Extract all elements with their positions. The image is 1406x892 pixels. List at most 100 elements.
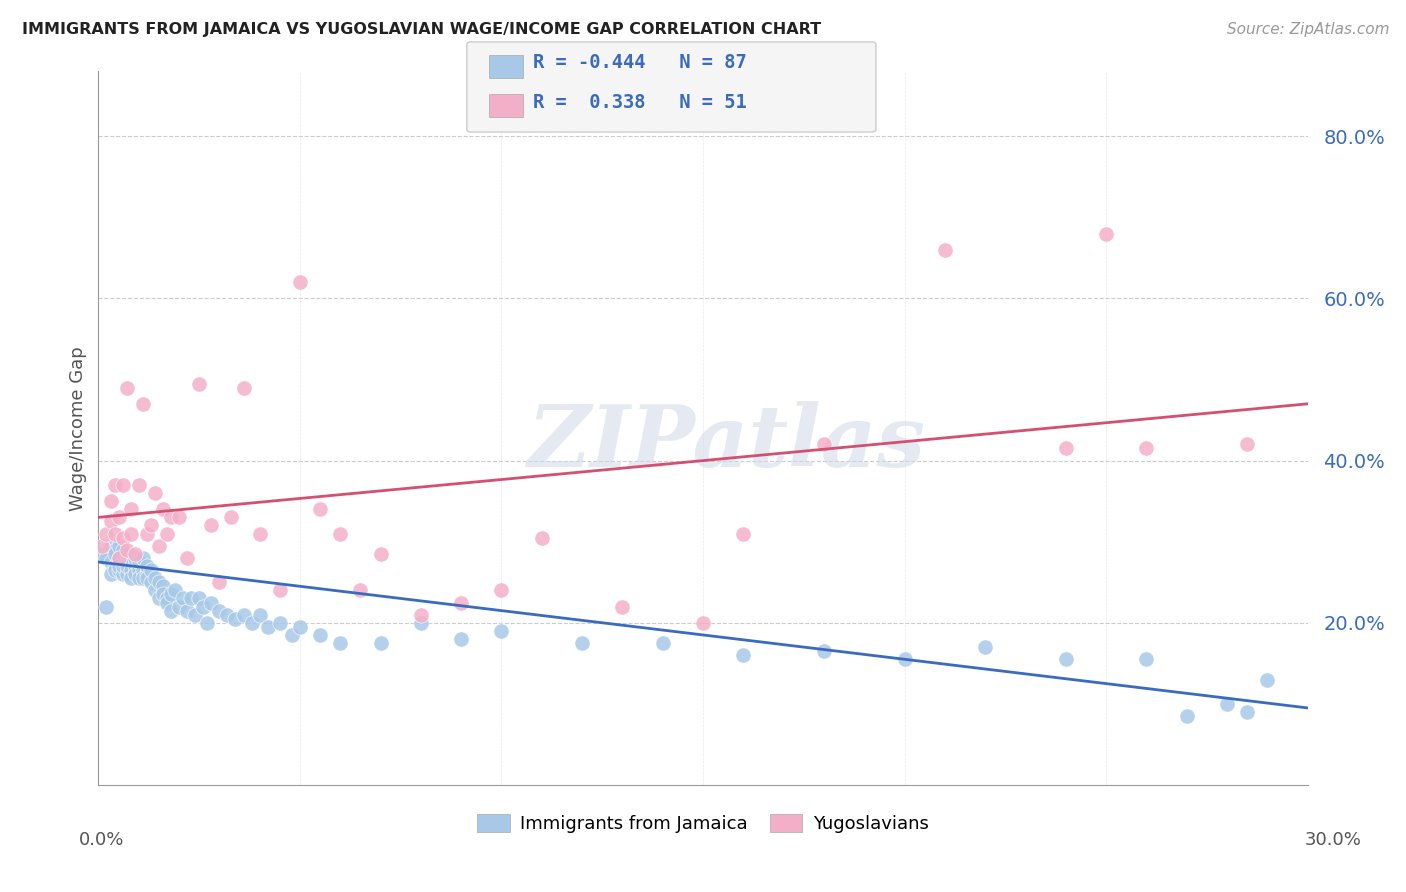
Point [115, 555, 138, 569]
Point [195, 615, 218, 630]
Point [232, 381, 254, 395]
Point [1135, 652, 1157, 666]
Point [232, 607, 254, 622]
Point [135, 526, 157, 541]
Point [249, 526, 271, 541]
Point [103, 542, 125, 557]
Point [269, 615, 291, 630]
Point [100, 515, 122, 529]
Point [132, 563, 155, 577]
Y-axis label: Wage/Income Gap: Wage/Income Gap [69, 346, 87, 510]
Point [240, 615, 263, 630]
Point [188, 376, 211, 391]
Point [124, 547, 146, 561]
Point [409, 615, 432, 630]
Point [103, 526, 125, 541]
Point [100, 494, 122, 508]
Point [111, 555, 134, 569]
Point [103, 563, 125, 577]
Point [733, 526, 755, 541]
Point [143, 486, 166, 500]
Point [152, 502, 174, 516]
Text: IMMIGRANTS FROM JAMAICA VS YUGOSLAVIAN WAGE/INCOME GAP CORRELATION CHART: IMMIGRANTS FROM JAMAICA VS YUGOSLAVIAN W… [22, 22, 821, 37]
Point [100, 567, 122, 582]
Point [132, 571, 155, 585]
Point [184, 607, 207, 622]
Point [491, 583, 513, 598]
Point [571, 636, 593, 650]
Point [120, 563, 142, 577]
Point [107, 563, 129, 577]
Point [1054, 442, 1077, 456]
Point [1054, 652, 1077, 666]
Point [128, 571, 150, 585]
Point [143, 583, 166, 598]
Point [111, 567, 134, 582]
Point [107, 510, 129, 524]
Point [103, 559, 125, 574]
Point [143, 571, 166, 585]
Point [409, 607, 432, 622]
Point [176, 550, 198, 565]
Point [221, 510, 243, 524]
Point [733, 648, 755, 663]
Point [934, 243, 956, 257]
Point [329, 636, 352, 650]
Point [156, 591, 179, 606]
Point [124, 559, 146, 574]
Point [156, 526, 179, 541]
Text: 0.0%: 0.0% [79, 831, 124, 849]
Point [107, 550, 129, 565]
Point [163, 583, 186, 598]
Point [288, 275, 311, 289]
Point [160, 587, 183, 601]
Point [111, 542, 134, 557]
Point [96, 526, 118, 541]
Point [530, 531, 553, 545]
Point [200, 595, 222, 609]
Point [128, 478, 150, 492]
Point [100, 539, 122, 553]
Point [115, 567, 138, 582]
Point [309, 628, 332, 642]
Point [176, 604, 198, 618]
Point [1236, 705, 1258, 719]
Point [813, 644, 835, 658]
Point [132, 550, 155, 565]
Point [139, 518, 162, 533]
Point [111, 531, 134, 545]
Point [115, 547, 138, 561]
Point [309, 502, 332, 516]
Point [103, 547, 125, 561]
Point [281, 628, 304, 642]
Point [329, 526, 352, 541]
Point [172, 591, 194, 606]
Point [111, 559, 134, 574]
Point [120, 550, 142, 565]
Point [135, 571, 157, 585]
Point [148, 591, 170, 606]
Point [1135, 442, 1157, 456]
Point [188, 591, 211, 606]
Text: Source: ZipAtlas.com: Source: ZipAtlas.com [1226, 22, 1389, 37]
Point [450, 595, 472, 609]
Point [132, 397, 155, 411]
Point [91, 539, 114, 553]
Point [1236, 437, 1258, 451]
Point [370, 547, 392, 561]
Point [148, 539, 170, 553]
Point [974, 640, 997, 654]
Point [91, 547, 114, 561]
Text: R =  0.338   N = 51: R = 0.338 N = 51 [533, 93, 747, 112]
Point [193, 599, 215, 614]
Point [1256, 673, 1278, 687]
Point [96, 550, 118, 565]
Point [208, 604, 231, 618]
Point [208, 575, 231, 590]
Point [128, 555, 150, 569]
Point [139, 563, 162, 577]
Point [349, 583, 371, 598]
Point [1175, 709, 1198, 723]
Text: ZIPatlas: ZIPatlas [529, 401, 927, 484]
Point [103, 478, 125, 492]
